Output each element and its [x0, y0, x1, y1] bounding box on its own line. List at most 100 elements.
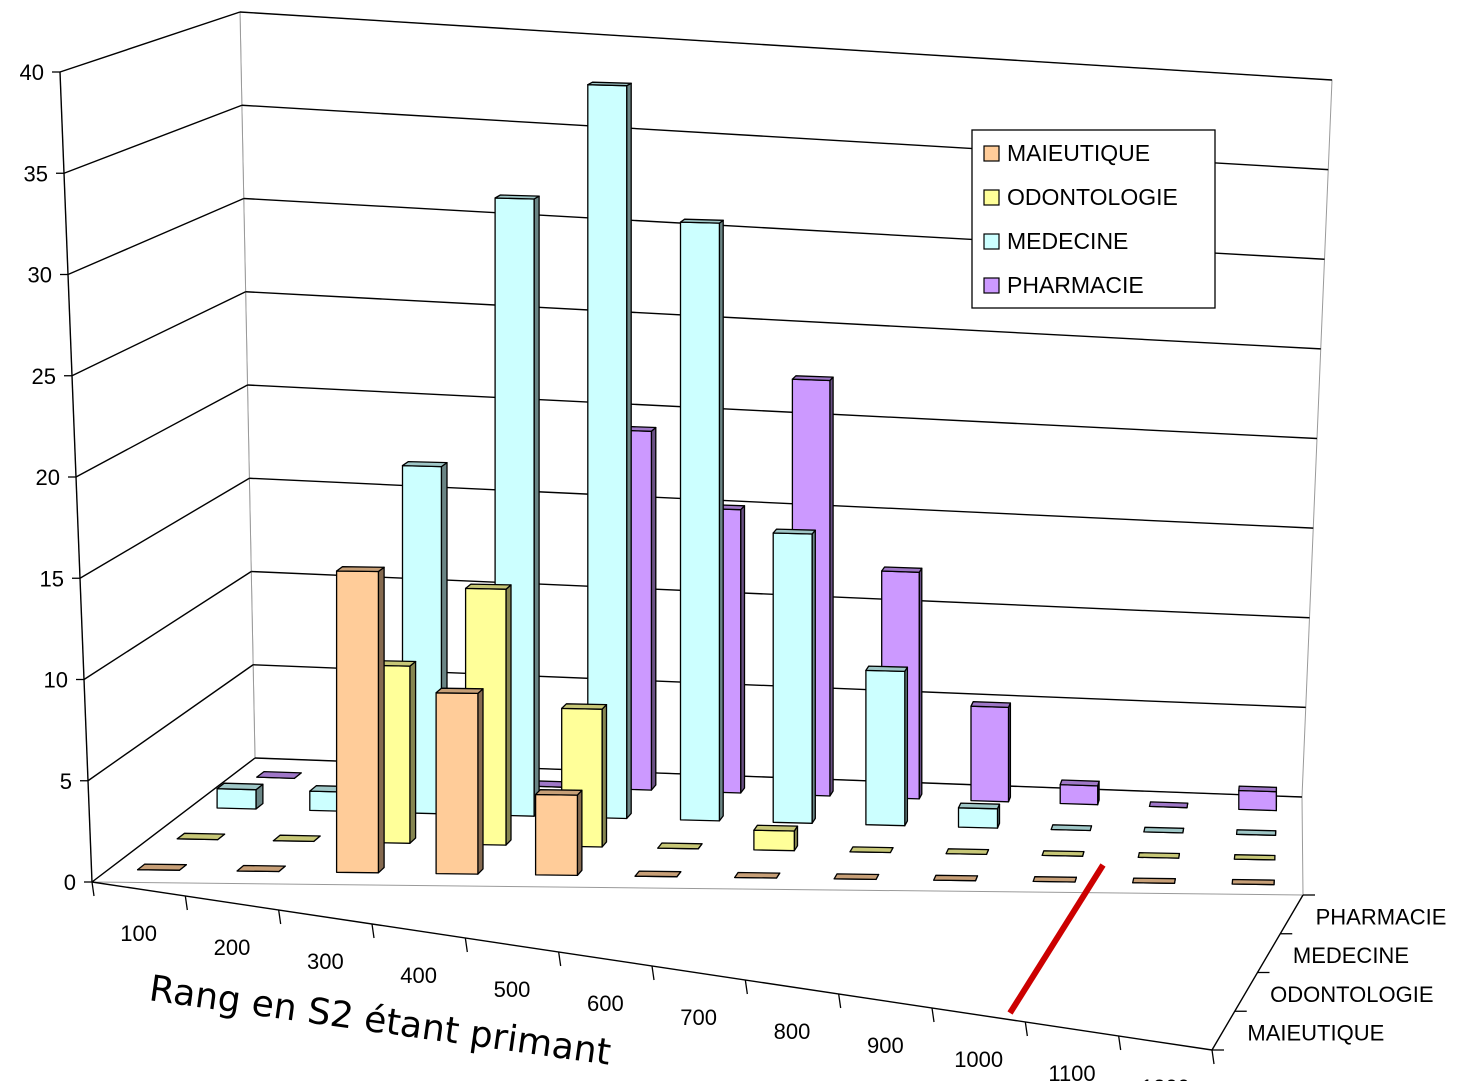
gridline-side [79, 477, 250, 579]
bar-maieutique-100 [136, 863, 187, 871]
x-tick-label: 400 [400, 963, 437, 988]
bar-front-face [1238, 789, 1277, 812]
bar-top-face [833, 873, 880, 881]
bar-top-face [933, 874, 979, 882]
bar-side-face [409, 660, 417, 844]
bar-top-face [734, 871, 781, 879]
legend-label: MAIEUTIQUE [1007, 140, 1150, 166]
gridline-side [71, 291, 246, 377]
depth-label: ODONTOLOGIE [1270, 982, 1433, 1007]
bar-top-face [679, 218, 724, 224]
bar-top-face [970, 701, 1012, 709]
x-tick [91, 881, 95, 897]
y-tick-label: 20 [36, 465, 60, 490]
x-tick [744, 979, 748, 995]
depth-label: MAIEUTIQUE [1247, 1021, 1384, 1046]
y-tick-label: 15 [40, 566, 64, 591]
x-tick [558, 951, 562, 967]
bar-front-face [534, 793, 579, 877]
y-tick-label: 5 [60, 769, 72, 794]
chart-bars [136, 81, 1278, 886]
bar-top-face [881, 566, 923, 573]
bar-maieutique-1200 [1231, 878, 1275, 886]
y-tick-label: 30 [28, 263, 52, 288]
bar-top-face [1238, 785, 1278, 793]
gridline-side [67, 197, 245, 276]
bar-front-face [957, 807, 999, 829]
y-tick-label: 10 [44, 668, 68, 693]
bar-pharmacie-900 [970, 701, 1012, 803]
gridline [245, 291, 1321, 350]
bar-side-face [477, 688, 484, 875]
bar-odontologie-900 [945, 848, 990, 856]
y-tick-label: 35 [24, 161, 48, 186]
bar-medecine-800 [865, 665, 909, 827]
x-axis-title: Rang en S2 étant primant [147, 968, 614, 1073]
gridline-side [83, 570, 252, 681]
bar-front-face [679, 221, 721, 822]
bar-medecine-100 [216, 782, 264, 810]
bar-side-face [601, 703, 608, 848]
bar-top-face [587, 81, 632, 87]
bar-side-face [533, 195, 540, 817]
x-tick [278, 909, 282, 925]
bar-odontologie-800 [849, 846, 894, 854]
legend-swatch [983, 189, 1000, 206]
bar-top-face [464, 583, 512, 590]
bar-medecine-900 [957, 802, 1001, 829]
bar-odontologie-1100 [1137, 852, 1181, 859]
bar-top-face [216, 782, 264, 791]
gridline [247, 384, 1318, 440]
bar-side-face [576, 789, 583, 877]
bar-top-face [657, 842, 703, 850]
x-tick [371, 923, 375, 939]
bar-top-face [1132, 877, 1176, 884]
legend-label: MEDECINE [1007, 228, 1128, 254]
bar-top-face [1231, 878, 1275, 886]
x-tick-label: 300 [307, 949, 344, 974]
x-tick [1211, 1049, 1215, 1065]
bar-front-face [216, 788, 257, 810]
legend-label: PHARMACIE [1007, 272, 1144, 298]
x-tick [838, 993, 842, 1009]
bar-medecine-1100 [1143, 826, 1185, 834]
bar-side-face [650, 426, 657, 791]
bar-front-face [772, 532, 813, 824]
x-tick-label: 800 [774, 1019, 811, 1044]
gridline-side [75, 384, 248, 478]
bar-top-face [335, 566, 385, 573]
legend-label: ODONTOLOGIE [1007, 184, 1178, 210]
legend-swatch [983, 145, 1000, 162]
bar-pharmacie-100 [256, 770, 302, 780]
bar-maieutique-900 [933, 874, 979, 882]
legend-item-pharmacie: PHARMACIE [983, 272, 1144, 298]
bar-top-face [957, 802, 1001, 810]
x-tick [184, 895, 188, 911]
bar-top-face [176, 832, 226, 841]
bar-medecine-1200 [1235, 829, 1277, 836]
bar-maieutique-400 [435, 687, 484, 875]
x-tick [1118, 1035, 1122, 1051]
bar-top-face [236, 864, 286, 873]
bar-odontologie-1200 [1233, 854, 1276, 861]
x-tick-label: 1100 [1048, 1061, 1095, 1081]
depth-label: PHARMACIE [1316, 904, 1447, 929]
gridline [239, 11, 1333, 81]
bar-side-face [505, 584, 512, 846]
bar-medecine-700 [772, 528, 816, 824]
bar-top-face [1148, 801, 1189, 809]
y-tick-label: 40 [20, 60, 44, 85]
x-tick-label: 700 [680, 1005, 717, 1030]
bar-odontologie-200 [272, 834, 321, 843]
chart-labels: 0 5 10 15 20 25 30 35 40 100 200 300 400 500 600 700 800… [20, 60, 1447, 1081]
bar-top-face [865, 665, 909, 673]
bar-odontologie-600 [657, 842, 703, 850]
chart-axes [52, 71, 1315, 1065]
bar-maieutique-700 [734, 871, 781, 879]
bar-medecine-1000 [1050, 824, 1093, 832]
bar-odontologie-700 [753, 824, 799, 852]
bar-maieutique-200 [236, 864, 286, 873]
x-tick-label: 1000 [954, 1047, 1003, 1072]
bar-side-face [626, 82, 632, 820]
